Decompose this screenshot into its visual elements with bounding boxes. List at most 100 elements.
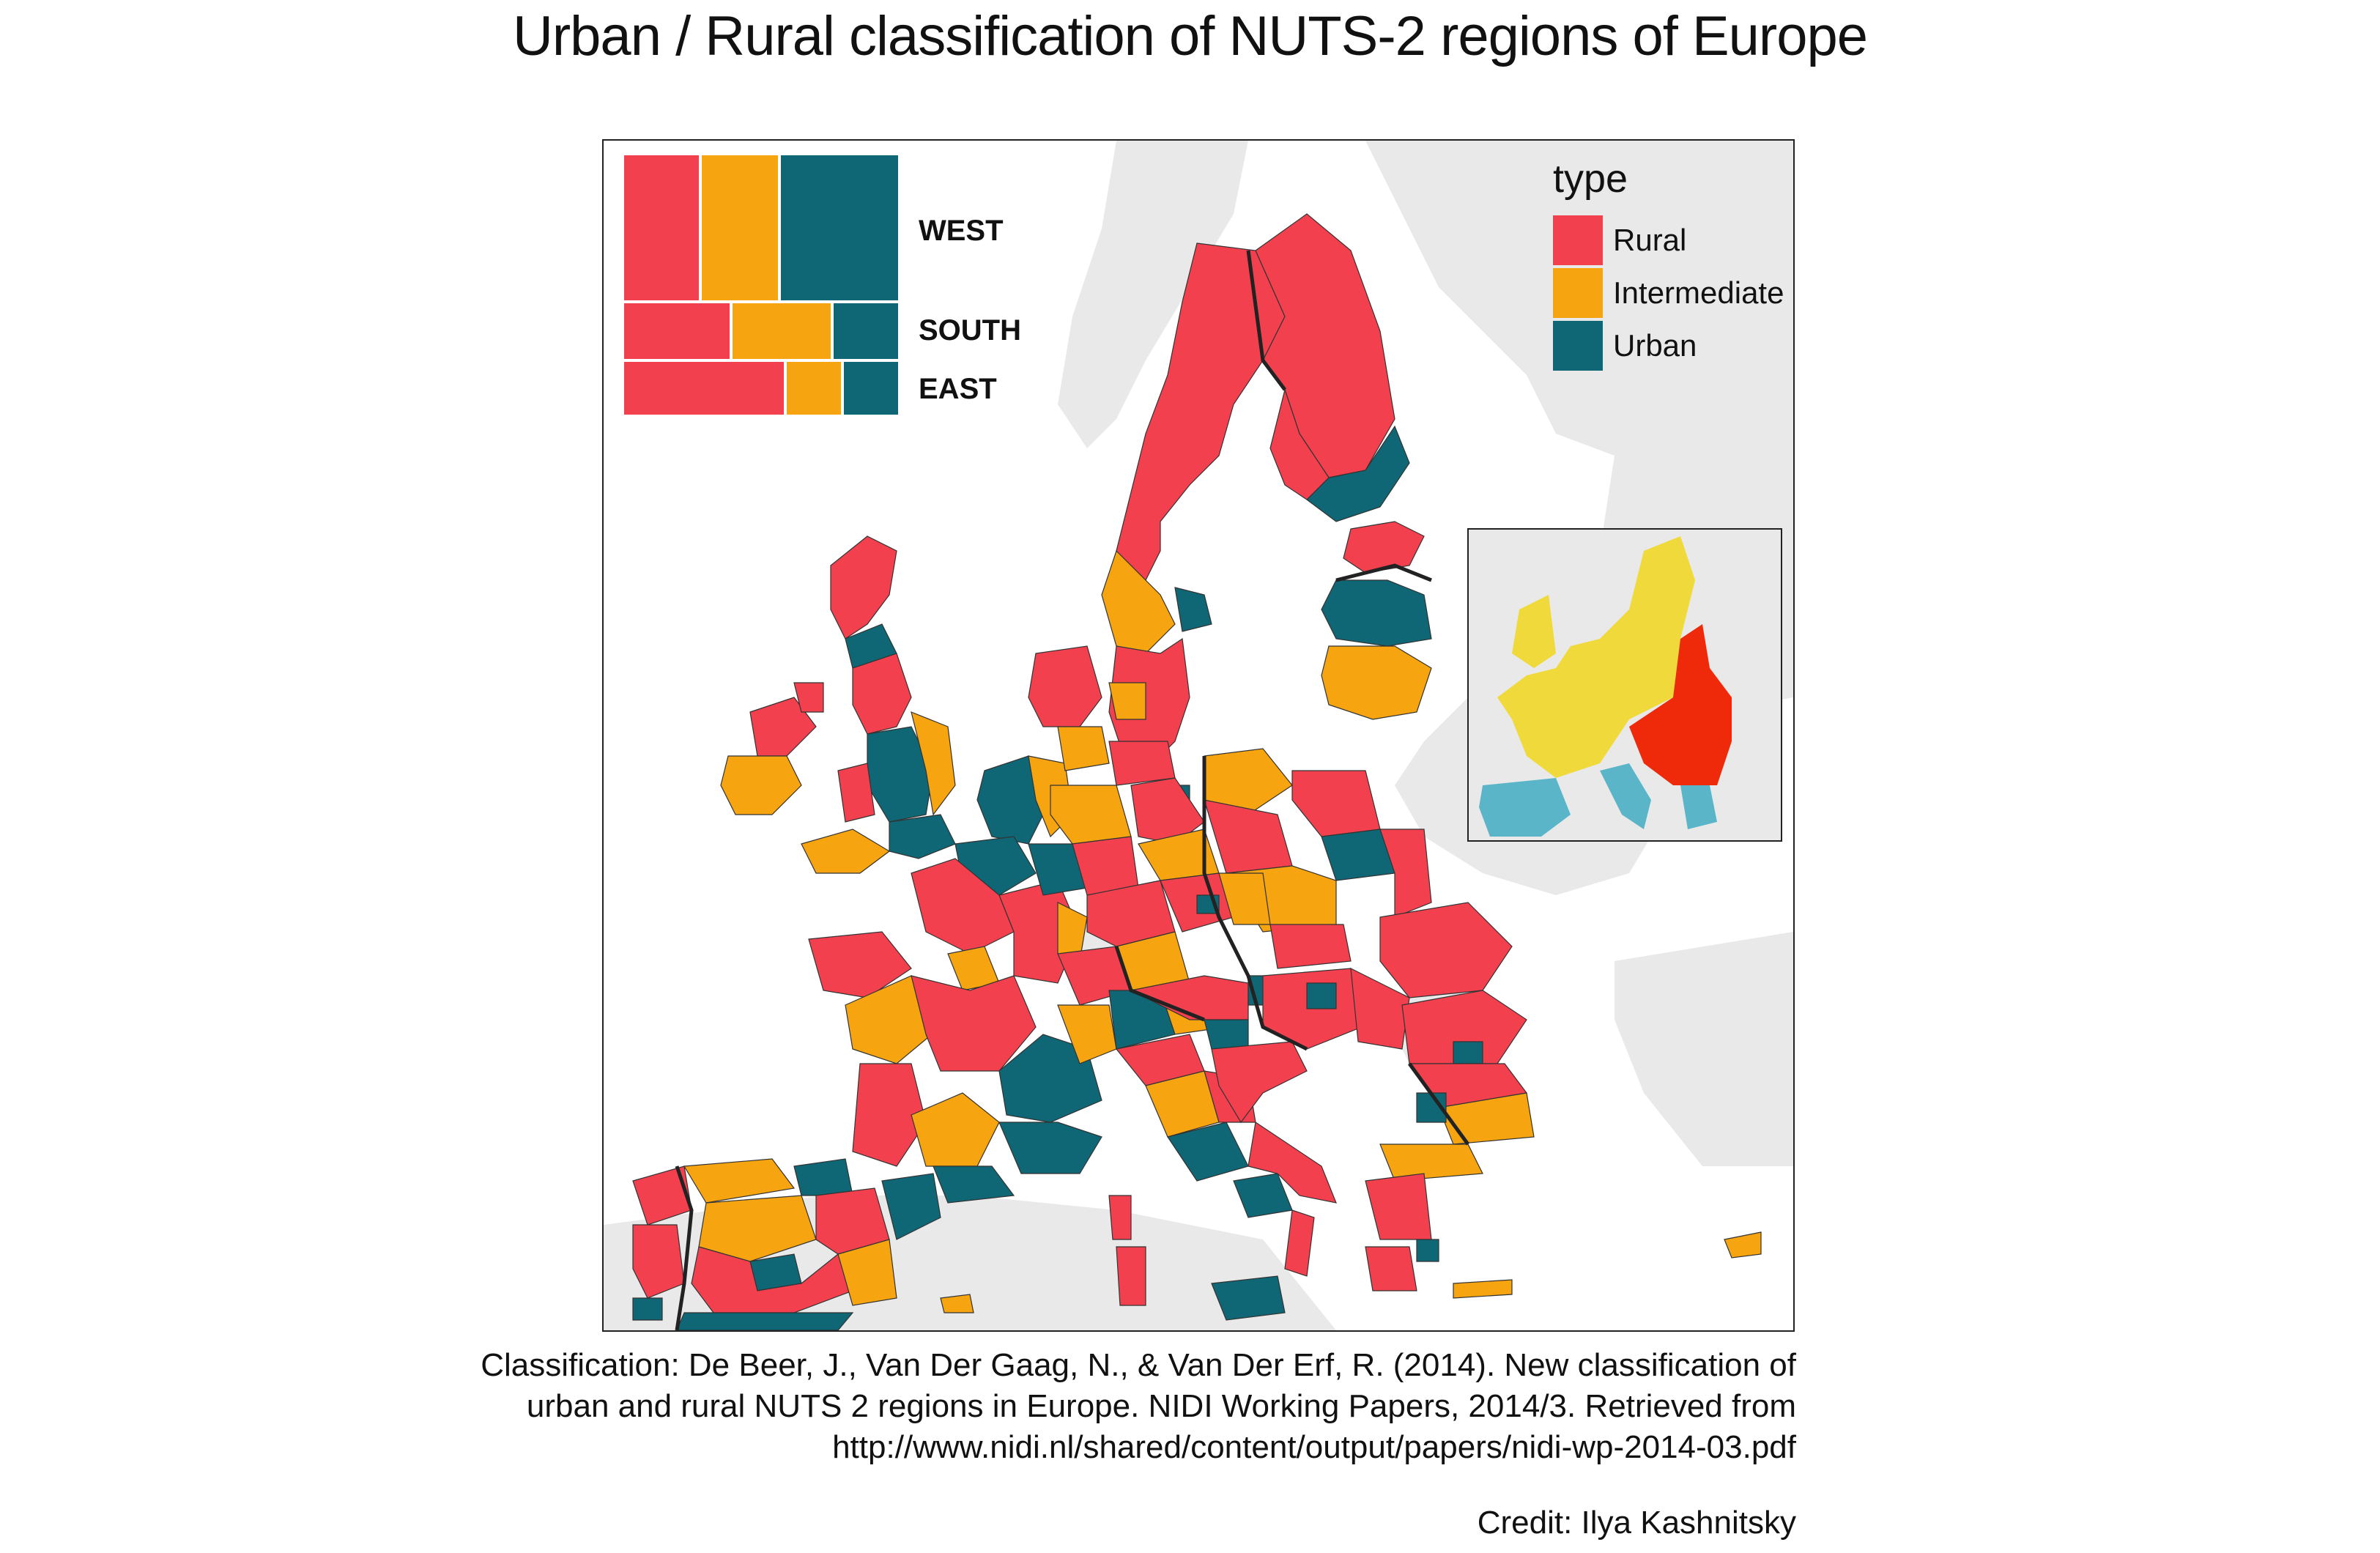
region-attica: [1416, 1239, 1439, 1262]
legend-label-rural: Rural: [1613, 223, 1686, 257]
region-calabria: [1284, 1209, 1315, 1277]
caption-line-3: http://www.nidi.nl/shared/content/output…: [832, 1429, 1796, 1465]
region-romania-north: [1379, 902, 1513, 998]
treemap-east-rural: [621, 359, 787, 418]
region-campania: [1233, 1173, 1293, 1218]
region-france-center: [911, 975, 1037, 1072]
region-poland-northeast: [1291, 770, 1381, 837]
region-brittany: [808, 931, 912, 998]
region-aquitaine: [852, 1063, 927, 1167]
region-sofia: [1416, 1092, 1447, 1123]
region-denmark-capital: [1108, 682, 1146, 720]
region-cyprus: [1724, 1231, 1762, 1259]
region-sicily: [1211, 1275, 1286, 1321]
region-basque: [793, 1158, 853, 1196]
region-sweden-middle: [1101, 549, 1176, 654]
map-panel: WEST SOUTH EAST type Rural Intermediate …: [602, 139, 1795, 1332]
region-london: [889, 814, 956, 859]
region-greece-center: [1365, 1173, 1432, 1240]
region-sweden-south: [1108, 637, 1190, 771]
region-puglia: [1248, 1121, 1337, 1204]
region-wales: [837, 763, 875, 823]
legend: type Rural Intermediate Urban: [1553, 157, 1784, 371]
region-portugal-north: [632, 1224, 685, 1299]
treemap: [621, 152, 901, 418]
legend-title: type: [1553, 157, 1628, 201]
region-romania-south: [1401, 990, 1527, 1064]
legend-swatch-urban: [1553, 321, 1603, 371]
region-provence: [998, 1122, 1102, 1174]
region-languedoc: [933, 1165, 1015, 1204]
legend-label-urban: Urban: [1613, 328, 1697, 363]
region-midi-pyrenees: [911, 1092, 1000, 1167]
region-bucharest: [1453, 1041, 1483, 1064]
caption-line-1: Classification: De Beer, J., Van Der Gaa…: [481, 1347, 1796, 1383]
region-poland-west: [1204, 799, 1293, 874]
treemap-east-urban: [841, 359, 901, 418]
treemap-south-intermediate: [730, 300, 834, 362]
macro-region-borders: [675, 250, 1470, 1330]
region-asturias: [683, 1158, 796, 1204]
region-niedersachsen: [1050, 785, 1132, 845]
treemap-label-east: EAST: [919, 373, 997, 405]
inset-south-greece: [1680, 785, 1717, 829]
region-rhone-alpes: [998, 1034, 1102, 1123]
region-valencia: [837, 1239, 897, 1306]
europe-map: WEST SOUTH EAST type Rural Intermediate …: [604, 141, 1793, 1330]
inset-west: [1497, 536, 1695, 778]
region-northern-ireland: [793, 682, 824, 713]
source-caption: Classification: De Beer, J., Van Der Gaa…: [481, 1345, 1796, 1468]
region-england-east: [911, 711, 956, 816]
treemap-label-west: WEST: [919, 215, 1004, 247]
region-corsica: [1108, 1195, 1132, 1240]
treemap-west-rural: [621, 152, 702, 303]
credit-text: Credit: Ilya Kashnitsky: [1477, 1505, 1796, 1541]
region-crete: [1453, 1279, 1513, 1299]
caption-line-2: urban and rural NUTS 2 regions in Europe…: [526, 1388, 1796, 1424]
region-andalucia: [676, 1312, 854, 1330]
region-budapest: [1306, 982, 1337, 1009]
region-finland-south: [1306, 425, 1410, 522]
legend-swatch-intermediate: [1553, 268, 1603, 318]
region-ireland-north: [749, 697, 817, 757]
region-catalonia: [881, 1173, 941, 1240]
treemap-label-south: SOUTH: [919, 314, 1021, 346]
region-finland-west: [1269, 388, 1330, 500]
region-england-north: [852, 653, 912, 735]
region-poland-east: [1379, 829, 1432, 918]
page-title: Urban / Rural classification of NUTS-2 r…: [512, 5, 1868, 67]
region-peloponnese: [1365, 1246, 1417, 1291]
inset-south-iberia: [1479, 778, 1571, 837]
region-latvia: [1321, 579, 1432, 647]
region-castilla-leon: [698, 1195, 817, 1262]
treemap-west-urban: [778, 152, 901, 303]
inset-map: [1467, 528, 1782, 842]
region-estonia: [1343, 521, 1425, 574]
inset-west-uk: [1512, 595, 1556, 668]
region-bulgaria-south: [1438, 1092, 1535, 1145]
treemap-west-intermediate: [699, 152, 781, 303]
region-ireland-south: [720, 755, 802, 815]
region-scotland: [830, 535, 897, 640]
legend-label-intermediate: Intermediate: [1613, 275, 1784, 310]
region-portugal-lisbon: [632, 1297, 663, 1321]
region-england-southwest: [801, 829, 891, 874]
region-romania-west: [1350, 967, 1410, 1050]
treemap-south-urban: [831, 300, 901, 362]
treemap-south-rural: [621, 300, 733, 362]
region-balearic: [940, 1294, 974, 1313]
eu-regions: [632, 213, 1762, 1330]
region-slovenia: [1204, 1019, 1249, 1050]
region-sweden-stockholm: [1174, 587, 1212, 632]
region-denmark: [1028, 645, 1102, 727]
region-slovakia: [1269, 924, 1352, 969]
treemap-east-intermediate: [784, 359, 844, 418]
region-mecklenburg: [1108, 741, 1176, 786]
region-sardinia: [1116, 1246, 1146, 1306]
legend-swatch-rural: [1553, 215, 1603, 265]
region-greece-north: [1379, 1144, 1483, 1182]
region-schleswig: [1057, 726, 1110, 771]
region-lithuania: [1321, 645, 1432, 720]
inset-east: [1629, 624, 1732, 785]
inset-south-italy: [1600, 763, 1651, 829]
